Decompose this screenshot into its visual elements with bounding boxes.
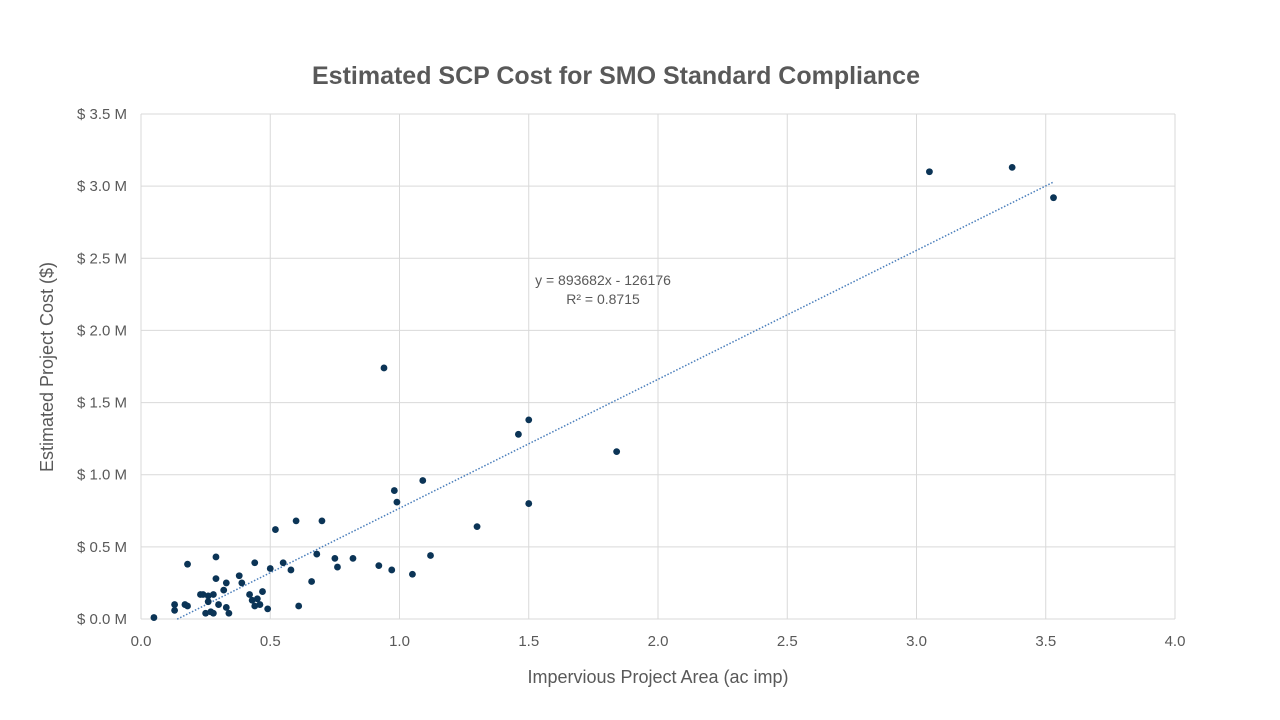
data-point [212, 553, 220, 561]
data-point [202, 609, 210, 617]
x-tick-label: 3.5 [1035, 633, 1056, 650]
data-point [251, 559, 259, 567]
data-point [235, 572, 243, 580]
x-tick-label: 3.0 [906, 633, 927, 650]
data-point [409, 570, 416, 578]
data-point [251, 602, 259, 610]
data-point [215, 601, 222, 608]
data-point [292, 517, 300, 525]
data-point [390, 487, 398, 494]
x-tick-label: 2.0 [648, 633, 669, 650]
data-point [220, 586, 228, 594]
data-point [318, 517, 326, 525]
data-point [272, 526, 279, 533]
vertical-gridlines [140, 114, 1176, 619]
data-point [1008, 163, 1016, 171]
x-tick-label: 1.0 [389, 633, 410, 650]
y-tick-label: $ 2.5 M [77, 250, 127, 267]
data-point [264, 605, 272, 613]
y-tick-label: $ 3.0 M [77, 178, 127, 195]
data-points [150, 163, 1057, 621]
data-point [222, 604, 230, 611]
data-point [222, 579, 230, 587]
data-point [204, 598, 212, 606]
data-point [238, 579, 246, 587]
data-point [427, 552, 434, 559]
x-tick-label: 0.5 [260, 633, 281, 650]
data-point [248, 596, 256, 604]
x-tick-label: 1.5 [518, 633, 539, 650]
chart-title: Estimated SCP Cost for SMO Standard Comp… [312, 62, 920, 90]
horizontal-gridlines [141, 113, 1175, 620]
trendline [176, 181, 1054, 620]
x-axis-tick-labels: 0.0 0.5 1.0 1.5 2.0 2.5 3.0 3.5 4.0 [131, 633, 1186, 650]
data-point [150, 614, 158, 621]
data-point [331, 555, 339, 562]
x-tick-label: 0.0 [131, 633, 152, 650]
data-point [259, 588, 266, 595]
trendline-r-squared: R² = 0.8715 [566, 291, 640, 307]
y-tick-label: $ 1.5 M [77, 395, 127, 412]
data-point [266, 565, 274, 572]
x-axis-title: Impervious Project Area (ac imp) [527, 667, 788, 687]
data-point [388, 566, 396, 574]
data-point [184, 602, 191, 610]
data-point [209, 609, 217, 617]
y-tick-label: $ 0.5 M [77, 539, 127, 556]
data-point [212, 575, 220, 582]
y-axis-title: Estimated Project Cost ($) [37, 262, 57, 472]
data-point [380, 364, 388, 372]
y-axis-tick-labels: $ 0.0 M $ 0.5 M $ 1.0 M $ 1.5 M $ 2.0 M $ 2.5… [77, 106, 127, 628]
data-point [225, 609, 233, 617]
data-point [279, 559, 287, 567]
data-point [287, 566, 295, 574]
trendline-equation: y = 893682x - 126176 [535, 272, 671, 288]
data-point [253, 595, 261, 603]
data-point [199, 591, 207, 598]
data-point [204, 592, 212, 600]
data-point [926, 168, 933, 176]
data-point [334, 563, 341, 571]
data-point [209, 591, 217, 598]
data-point [171, 606, 179, 614]
data-point [473, 523, 481, 531]
y-tick-label: $ 1.0 M [77, 467, 127, 484]
data-point [171, 601, 179, 608]
data-point [375, 562, 383, 570]
data-point [308, 578, 316, 585]
data-point [246, 591, 253, 598]
data-point [419, 477, 427, 484]
data-point [515, 430, 522, 438]
data-point [1050, 194, 1057, 202]
data-point [393, 498, 401, 506]
data-point [295, 602, 303, 610]
y-tick-label: $ 0.0 M [77, 611, 127, 628]
x-tick-label: 2.5 [777, 633, 798, 650]
y-tick-label: $ 2.0 M [77, 322, 127, 339]
x-tick-label: 4.0 [1165, 633, 1186, 650]
data-point [525, 416, 533, 424]
y-tick-label: $ 3.5 M [77, 106, 127, 123]
data-point [313, 550, 321, 558]
data-point [184, 560, 191, 568]
data-point [349, 555, 357, 562]
data-point [613, 448, 621, 456]
data-point [256, 601, 264, 608]
data-point [525, 500, 533, 507]
